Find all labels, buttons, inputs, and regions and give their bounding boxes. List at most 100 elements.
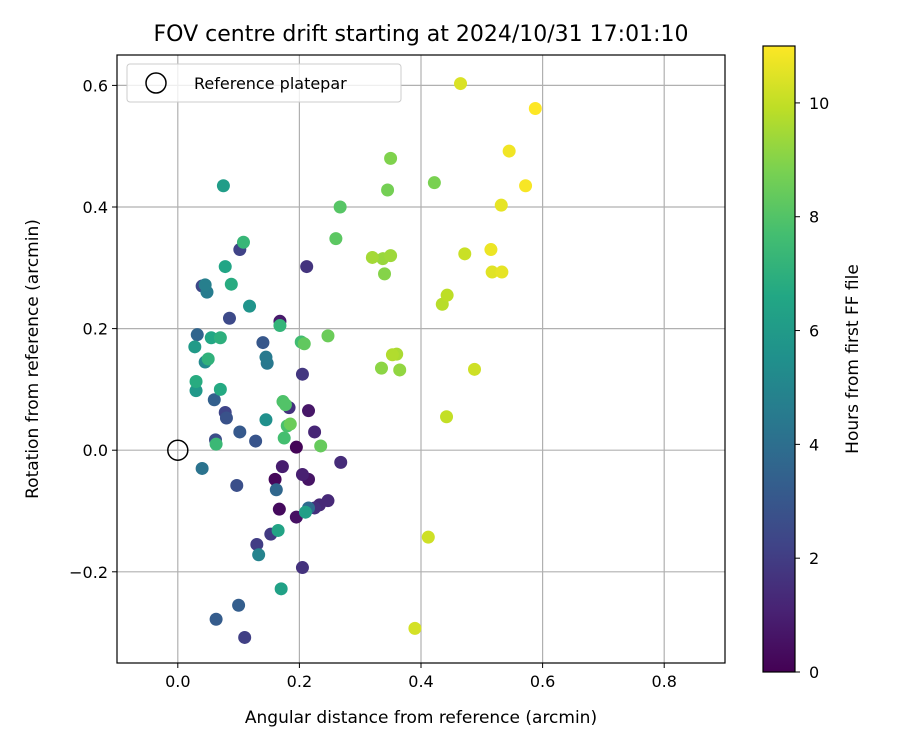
x-tick-label: 0.4 [408, 672, 433, 691]
data-point [485, 265, 499, 279]
data-point [333, 200, 347, 214]
y-axis-ticks: −0.2 0.0 0.2 0.4 0.6 [69, 76, 117, 582]
data-point [421, 530, 435, 544]
data-point [273, 319, 287, 333]
plot-frame [116, 54, 726, 664]
data-point [300, 260, 314, 274]
data-point [256, 336, 270, 350]
data-point [259, 413, 273, 427]
colorbar-tick-label: 6 [809, 322, 819, 341]
data-point [274, 582, 288, 596]
x-tick-label: 0.0 [165, 672, 190, 691]
legend-marker [145, 72, 167, 94]
data-point [314, 439, 328, 453]
data-point [198, 278, 212, 292]
data-point [381, 183, 395, 197]
data-point [468, 362, 482, 376]
data-point [408, 621, 422, 635]
y-tick-label: 0.4 [83, 198, 108, 217]
gridlines [117, 55, 725, 663]
data-point [440, 410, 454, 424]
data-point [269, 483, 283, 497]
x-tick-label: 0.8 [651, 672, 676, 691]
data-point [213, 382, 227, 396]
data-point [216, 179, 230, 193]
reference-point [167, 439, 189, 461]
chart-title: FOV centre drift starting at 2024/10/31 … [154, 22, 689, 47]
data-point [385, 348, 399, 362]
data-point [201, 352, 215, 366]
data-point [250, 537, 264, 551]
data-point [494, 198, 508, 212]
colorbar-label: Hours from first FF file [843, 264, 863, 454]
x-tick-label: 0.6 [530, 672, 555, 691]
data-point [189, 384, 203, 398]
data-point [259, 350, 273, 364]
data-point [204, 331, 218, 345]
y-tick-label: 0.0 [83, 441, 108, 460]
legend-box [126, 63, 402, 103]
data-point [277, 431, 291, 445]
data-point [230, 478, 244, 492]
data-point [224, 277, 238, 291]
colorbar-tick-label: 10 [809, 94, 829, 113]
data-point [440, 288, 454, 302]
data-point [365, 250, 379, 264]
data-point [213, 331, 227, 345]
data-point [209, 437, 223, 451]
data-point [278, 398, 292, 412]
x-tick-label: 0.2 [287, 672, 312, 691]
data-point [378, 267, 392, 281]
data-point [268, 472, 282, 486]
data-point [249, 434, 263, 448]
colorbar-tick-label: 8 [809, 208, 819, 227]
data-point [271, 523, 285, 537]
data-point [519, 179, 533, 193]
colorbar-tick-label: 4 [809, 435, 819, 454]
data-point [236, 235, 250, 249]
data-point [238, 630, 252, 644]
data-point [454, 77, 468, 91]
colorbar-tick-label: 0 [809, 663, 819, 682]
data-point [295, 561, 309, 575]
colorbar: 0 2 4 6 8 10 Hours from first FF file [762, 45, 863, 682]
data-point [289, 440, 303, 454]
data-point [298, 505, 312, 519]
data-point [484, 243, 498, 257]
data-point [393, 363, 407, 377]
x-axis-title: Angular distance from reference (arcmin) [245, 708, 597, 728]
data-point [321, 494, 335, 508]
data-point [252, 548, 266, 562]
data-point [334, 455, 348, 469]
data-point [384, 151, 398, 165]
scatter-points [188, 77, 542, 644]
colorbar-gradient [762, 45, 796, 673]
data-point [458, 247, 472, 261]
data-point [308, 425, 322, 439]
data-point [302, 404, 316, 418]
data-point [427, 176, 441, 190]
legend-label: Reference platepar [194, 74, 347, 93]
y-tick-label: 0.2 [83, 320, 108, 339]
data-point [384, 249, 398, 263]
data-point [209, 612, 223, 626]
data-point [528, 102, 542, 116]
data-point [374, 361, 388, 375]
data-point [272, 502, 286, 516]
x-axis-ticks: 0.0 0.2 0.4 0.6 0.8 [165, 663, 677, 691]
data-point [232, 598, 246, 612]
data-point [222, 311, 236, 325]
data-point [321, 329, 335, 343]
data-point [275, 460, 289, 474]
data-point [502, 144, 516, 158]
data-point [190, 328, 204, 342]
data-point [233, 425, 247, 439]
data-point [295, 468, 309, 482]
data-point [219, 411, 233, 425]
data-point [189, 374, 203, 388]
data-point [295, 367, 309, 381]
data-point [188, 340, 202, 354]
colorbar-tick-label: 2 [809, 549, 819, 568]
